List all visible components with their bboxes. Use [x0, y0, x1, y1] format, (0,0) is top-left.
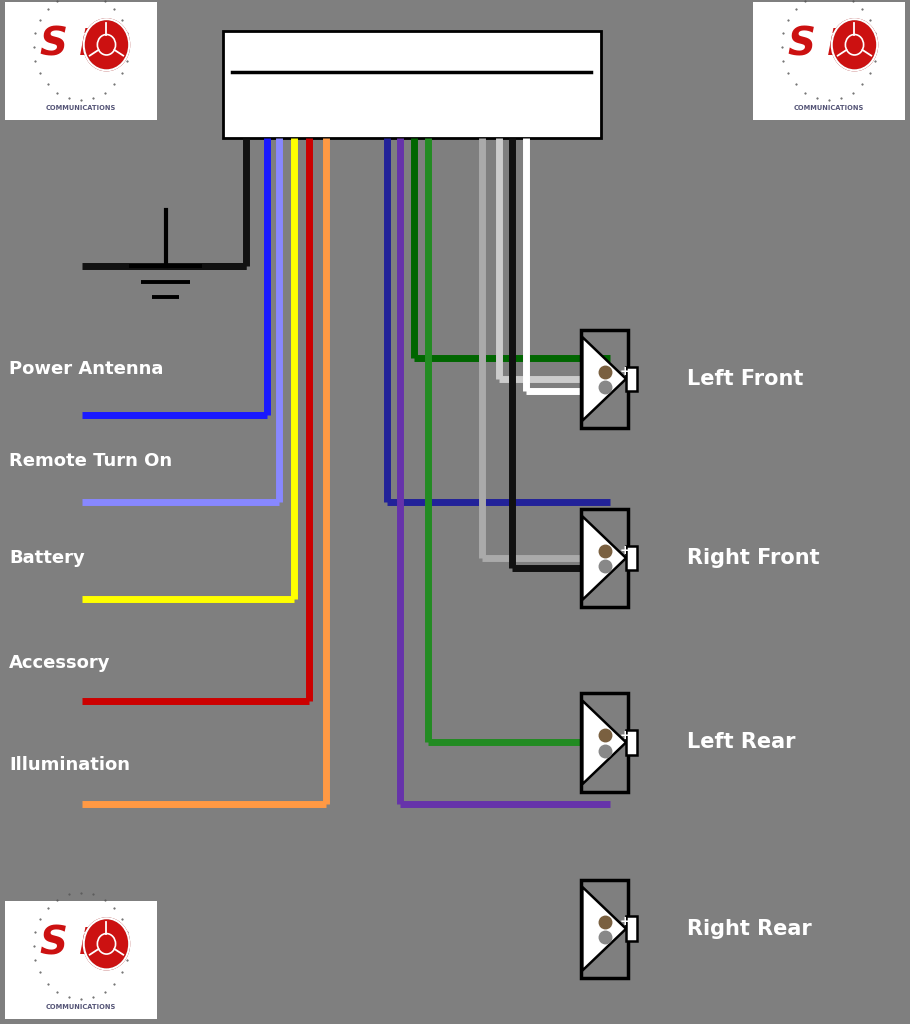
- Bar: [626, 916, 637, 941]
- Text: i: i: [78, 28, 91, 61]
- Text: i: i: [78, 927, 91, 961]
- Text: +: +: [620, 915, 631, 928]
- Text: COMMUNICATIONS: COMMUNICATIONS: [794, 105, 864, 111]
- Text: Power Antenna: Power Antenna: [9, 359, 164, 378]
- Circle shape: [832, 19, 877, 71]
- Polygon shape: [582, 887, 626, 971]
- Text: +: +: [620, 366, 631, 378]
- Text: COMMUNICATIONS: COMMUNICATIONS: [46, 105, 116, 111]
- Text: COMMUNICATIONS: COMMUNICATIONS: [46, 1005, 116, 1010]
- Text: +: +: [620, 545, 631, 557]
- Text: i: i: [826, 28, 839, 61]
- Text: Illumination: Illumination: [9, 756, 130, 774]
- Text: Battery: Battery: [9, 549, 85, 567]
- Bar: [581, 880, 628, 978]
- Text: Accessory: Accessory: [9, 653, 111, 672]
- Bar: [626, 546, 637, 570]
- Circle shape: [84, 919, 129, 970]
- Text: Left Front: Left Front: [687, 369, 804, 389]
- Text: Right Rear: Right Rear: [687, 919, 812, 939]
- Bar: [5, 2, 157, 120]
- Text: S: S: [788, 26, 815, 63]
- Bar: [581, 330, 628, 428]
- Bar: [626, 730, 637, 755]
- Polygon shape: [582, 516, 626, 600]
- Text: Remote Turn On: Remote Turn On: [9, 452, 172, 470]
- Text: S: S: [40, 26, 67, 63]
- Circle shape: [97, 35, 116, 55]
- Text: S: S: [40, 925, 67, 963]
- Polygon shape: [582, 337, 626, 421]
- Text: Left Rear: Left Rear: [687, 732, 795, 753]
- Bar: [581, 693, 628, 792]
- Bar: [5, 901, 157, 1019]
- Bar: [223, 31, 601, 138]
- Circle shape: [97, 934, 116, 954]
- Bar: [581, 509, 628, 607]
- Text: +: +: [620, 729, 631, 741]
- Bar: [626, 367, 637, 391]
- Text: Right Front: Right Front: [687, 548, 820, 568]
- Circle shape: [84, 19, 129, 71]
- Bar: [753, 2, 905, 120]
- Circle shape: [845, 35, 864, 55]
- Polygon shape: [582, 700, 626, 784]
